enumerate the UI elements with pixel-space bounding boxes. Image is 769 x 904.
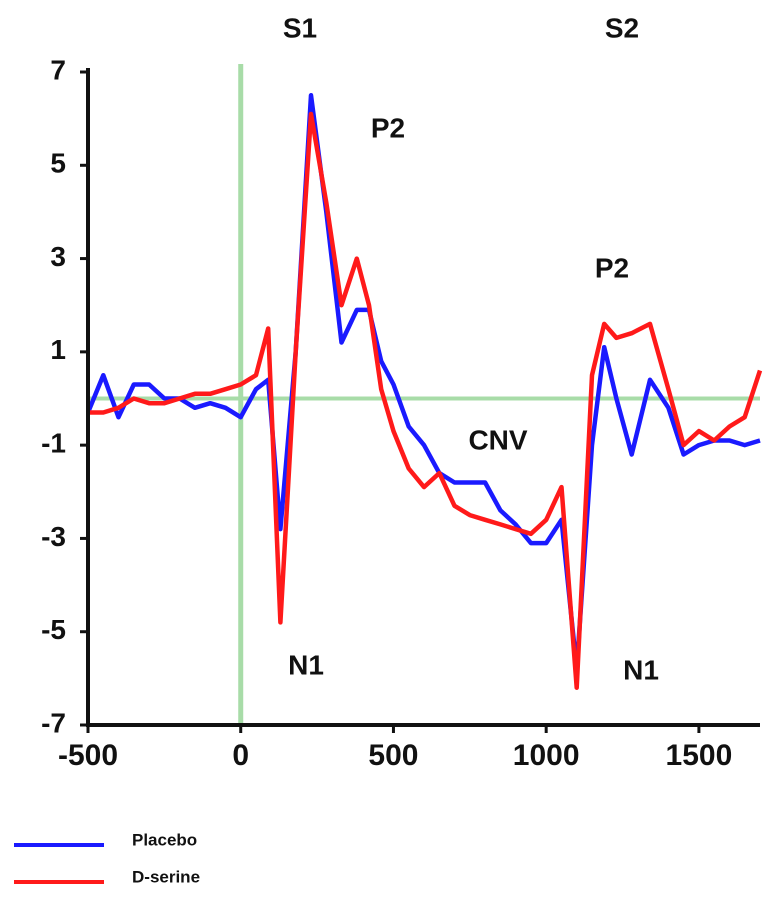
- annotation: N1: [623, 654, 659, 685]
- x-tick-label: 0: [232, 739, 249, 772]
- annotation: S1: [283, 12, 317, 43]
- annotation: CNV: [468, 424, 527, 455]
- annotation: N1: [288, 649, 324, 680]
- y-tick-label: 3: [50, 241, 66, 272]
- y-tick-label: -3: [41, 521, 66, 552]
- y-tick-label: 5: [50, 148, 66, 179]
- annotation: P2: [595, 252, 629, 283]
- y-tick-label: 1: [50, 334, 66, 365]
- y-tick-label: -7: [41, 707, 66, 738]
- legend-label: Placebo: [132, 830, 197, 849]
- annotation: P2: [371, 112, 405, 143]
- x-tick-label: -500: [58, 739, 118, 772]
- series-line: [88, 111, 763, 690]
- legend-label: D-serine: [132, 867, 200, 886]
- series-line: [85, 93, 761, 672]
- x-tick-label: 500: [368, 739, 418, 772]
- x-tick-label: 1500: [666, 739, 733, 772]
- x-tick-label: 1000: [513, 739, 580, 772]
- y-tick-label: 7: [50, 54, 66, 85]
- y-tick-label: -1: [41, 428, 66, 459]
- y-tick-label: -5: [41, 614, 66, 645]
- annotation: S2: [605, 12, 639, 43]
